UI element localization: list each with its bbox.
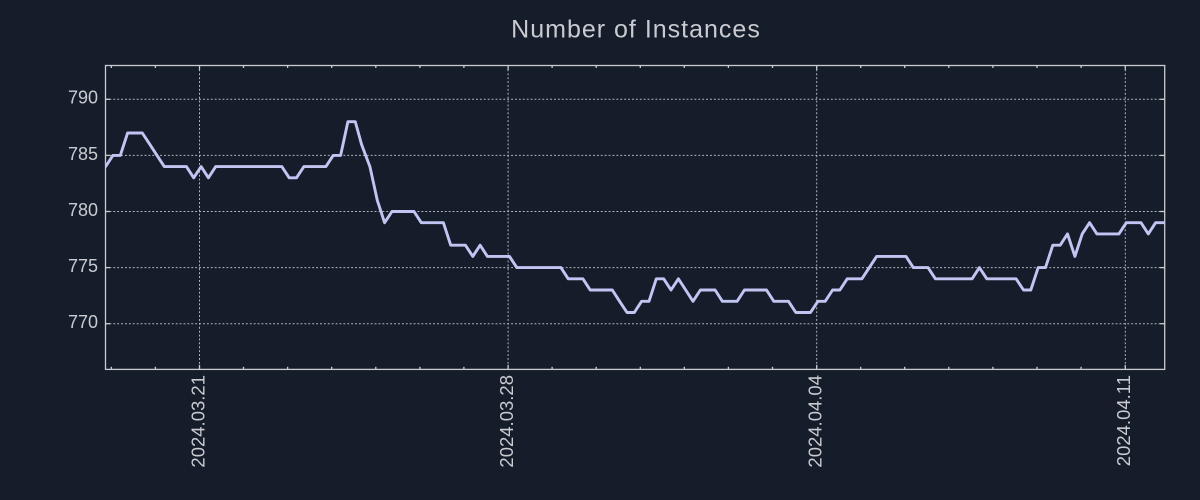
- svg-text:2024.03.28: 2024.03.28: [496, 375, 517, 468]
- svg-text:785: 785: [68, 144, 98, 164]
- svg-text:2024.04.11: 2024.04.11: [1113, 375, 1134, 466]
- svg-text:2024.04.04: 2024.04.04: [805, 375, 826, 468]
- svg-text:775: 775: [68, 256, 98, 276]
- svg-text:790: 790: [68, 88, 98, 108]
- svg-text:780: 780: [68, 200, 98, 220]
- svg-text:2024.03.21: 2024.03.21: [187, 375, 208, 468]
- svg-text:770: 770: [68, 312, 98, 332]
- svg-text:Number of Instances: Number of Instances: [511, 16, 761, 44]
